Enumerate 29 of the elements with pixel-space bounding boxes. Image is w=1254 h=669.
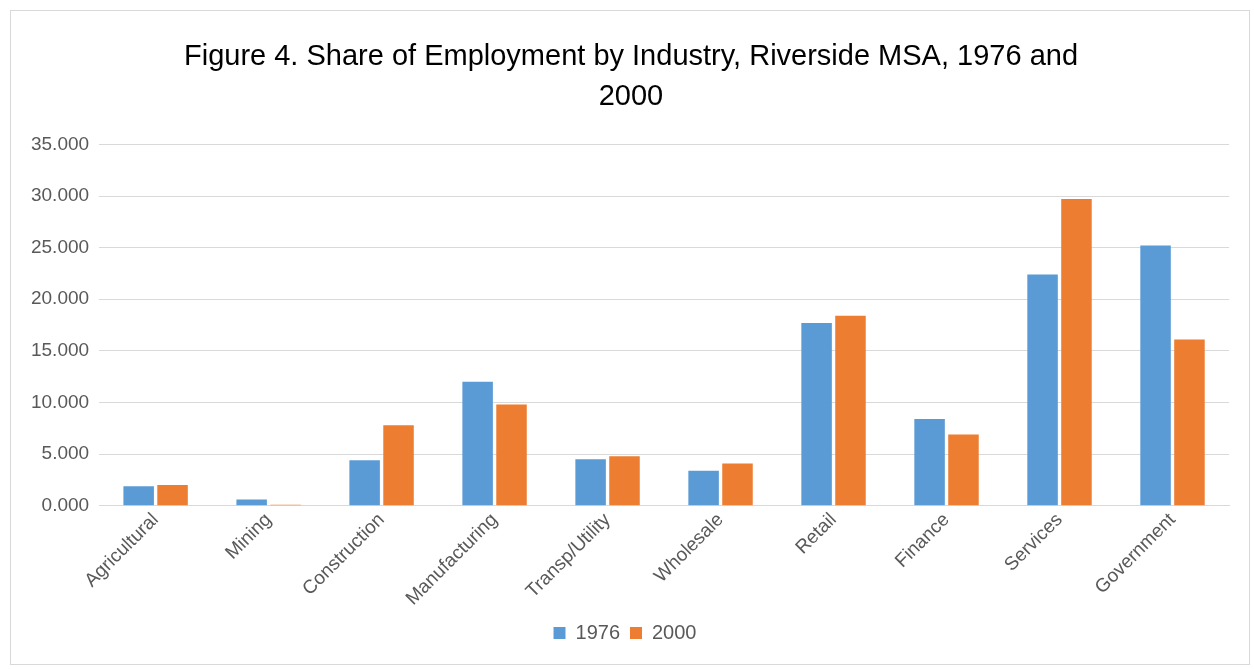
bar bbox=[575, 459, 606, 506]
bar bbox=[688, 470, 719, 506]
bar bbox=[1174, 339, 1205, 506]
y-tick-label: 0.000 bbox=[41, 493, 90, 515]
legend-label: 1976 bbox=[575, 620, 621, 643]
bar bbox=[496, 404, 527, 506]
bar bbox=[1061, 199, 1092, 506]
y-tick-label: 10.000 bbox=[30, 390, 90, 412]
y-tick-label: 5.000 bbox=[41, 442, 90, 464]
bar bbox=[1140, 245, 1171, 506]
bar bbox=[609, 456, 640, 506]
y-tick-label: 15.000 bbox=[30, 339, 90, 361]
bar bbox=[123, 486, 154, 506]
bar bbox=[914, 419, 945, 506]
bar bbox=[722, 463, 753, 506]
y-tick-label: 30.000 bbox=[30, 184, 90, 206]
bar bbox=[157, 485, 188, 506]
bar bbox=[1027, 274, 1058, 506]
chart-title: Figure 4. Share of Employment by Industry, Riverside MSA, 1976 and 2000 bbox=[182, 38, 1080, 113]
bar bbox=[349, 460, 380, 506]
bar bbox=[948, 434, 979, 506]
bar bbox=[383, 425, 414, 506]
bar bbox=[801, 323, 832, 506]
bar bbox=[462, 381, 493, 506]
bar bbox=[835, 315, 866, 506]
y-tick-label: 35.000 bbox=[30, 132, 90, 154]
y-tick-label: 20.000 bbox=[30, 287, 90, 309]
y-tick-label: 25.000 bbox=[30, 235, 90, 257]
legend-label: 2000 bbox=[652, 620, 697, 643]
